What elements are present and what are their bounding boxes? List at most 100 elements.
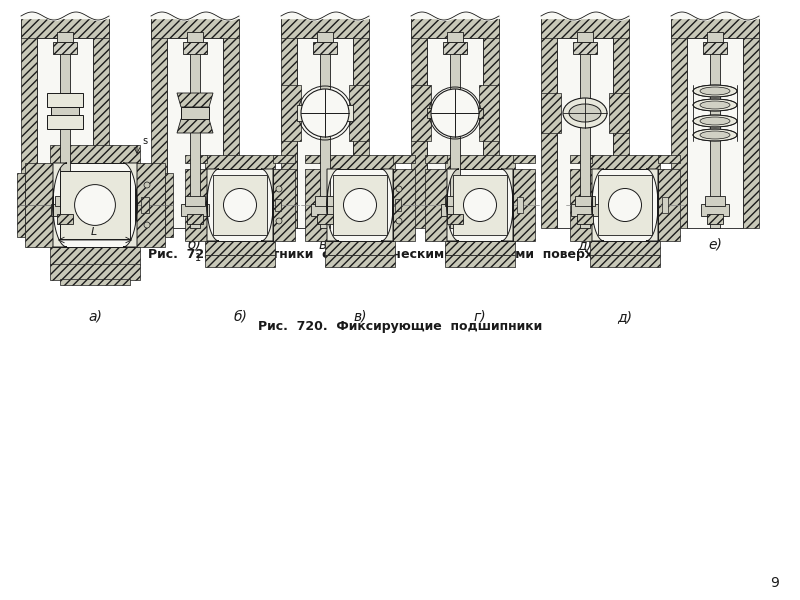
Bar	[541, 93, 561, 133]
Bar	[658, 155, 680, 163]
Bar	[445, 241, 515, 255]
Bar	[60, 171, 130, 239]
Bar	[575, 196, 595, 206]
Bar	[273, 155, 295, 163]
Bar	[50, 247, 140, 265]
Bar	[590, 241, 660, 255]
Bar	[185, 155, 207, 163]
Bar	[445, 155, 515, 169]
Circle shape	[343, 188, 377, 221]
Bar	[609, 93, 629, 133]
Bar	[613, 18, 629, 228]
Bar	[395, 199, 401, 211]
Bar	[223, 18, 239, 228]
Text: д): д)	[578, 238, 593, 252]
Polygon shape	[207, 169, 219, 241]
Bar	[47, 93, 83, 107]
Bar	[473, 108, 483, 118]
Bar	[51, 204, 79, 216]
Text: г): г)	[449, 238, 462, 252]
Bar	[51, 107, 79, 119]
Text: е): е)	[708, 238, 722, 252]
Bar	[517, 197, 523, 213]
Bar	[187, 32, 203, 42]
Circle shape	[74, 185, 115, 226]
Bar	[447, 32, 463, 42]
Bar	[710, 214, 720, 228]
Circle shape	[431, 89, 479, 137]
Bar	[25, 163, 55, 247]
Bar	[320, 214, 330, 228]
Bar	[570, 155, 592, 163]
Bar	[165, 173, 173, 237]
Bar	[50, 145, 140, 163]
Bar	[353, 18, 369, 228]
Bar	[411, 18, 499, 38]
Bar	[60, 40, 70, 220]
Bar	[53, 42, 77, 54]
Bar	[443, 42, 467, 54]
Bar	[55, 196, 75, 206]
Bar	[447, 169, 513, 241]
Bar	[425, 169, 450, 241]
Bar	[325, 241, 395, 255]
Bar	[281, 18, 297, 228]
Bar	[190, 214, 200, 228]
Polygon shape	[177, 119, 213, 133]
Bar	[325, 155, 395, 169]
Bar	[705, 196, 725, 206]
Circle shape	[276, 186, 282, 192]
Bar	[297, 38, 353, 228]
Text: а): а)	[88, 310, 102, 324]
Bar	[390, 169, 415, 241]
Ellipse shape	[700, 87, 730, 95]
Bar	[50, 264, 140, 280]
Bar	[743, 18, 759, 228]
Polygon shape	[177, 93, 213, 107]
Bar	[141, 197, 149, 213]
Bar	[320, 40, 330, 220]
Text: г): г)	[474, 310, 486, 324]
Circle shape	[396, 218, 402, 224]
Polygon shape	[501, 169, 513, 241]
Bar	[37, 38, 93, 228]
Ellipse shape	[700, 101, 730, 109]
Bar	[349, 85, 369, 141]
Bar	[510, 169, 535, 241]
Polygon shape	[447, 169, 459, 241]
Bar	[453, 175, 507, 235]
Text: Рис.  723.  Поднятники  со  сферическими  упорными  поверхностями: Рис. 723. Поднятники со сферическими упо…	[148, 248, 652, 261]
Bar	[341, 105, 353, 121]
Bar	[270, 169, 295, 241]
Circle shape	[301, 89, 349, 137]
Text: в): в)	[354, 310, 366, 324]
Bar	[479, 85, 499, 141]
Bar	[707, 32, 723, 42]
Bar	[185, 169, 210, 241]
Bar	[57, 214, 73, 224]
Circle shape	[144, 182, 150, 188]
Bar	[577, 32, 593, 42]
Bar	[317, 32, 333, 42]
Bar	[445, 196, 465, 206]
Bar	[21, 18, 109, 38]
Text: в): в)	[318, 238, 332, 252]
Circle shape	[396, 186, 402, 192]
Ellipse shape	[563, 98, 607, 128]
Bar	[590, 255, 660, 267]
Bar	[17, 173, 25, 237]
Polygon shape	[381, 169, 393, 241]
Circle shape	[276, 218, 282, 224]
Bar	[311, 204, 339, 216]
Bar	[151, 18, 167, 228]
Bar	[281, 85, 301, 141]
Bar	[53, 163, 135, 247]
Bar	[205, 255, 275, 267]
Bar	[662, 197, 668, 213]
Ellipse shape	[569, 104, 601, 122]
Bar	[60, 214, 70, 228]
Bar	[592, 169, 658, 241]
Bar	[590, 155, 660, 169]
Bar	[185, 196, 205, 206]
Bar	[541, 18, 557, 228]
